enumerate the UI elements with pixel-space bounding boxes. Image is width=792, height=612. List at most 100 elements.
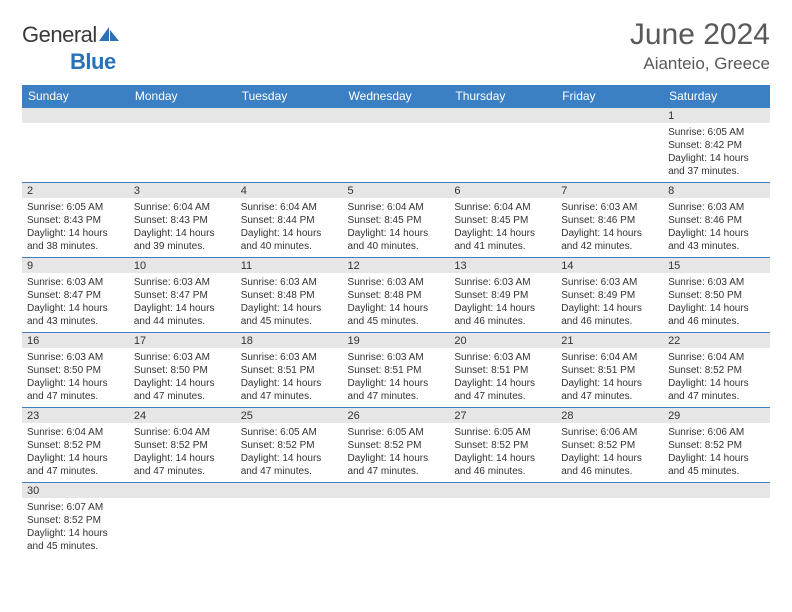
title-block: June 2024 Aianteio, Greece (630, 18, 770, 74)
daylight-text: and 46 minutes. (454, 315, 551, 328)
sunset-text: Sunset: 8:47 PM (134, 289, 231, 302)
day-number: 24 (129, 408, 236, 424)
day-number (663, 483, 770, 499)
daylight-text: and 41 minutes. (454, 240, 551, 253)
daylight-text: and 44 minutes. (134, 315, 231, 328)
day-cell: Sunrise: 6:03 AMSunset: 8:50 PMDaylight:… (22, 348, 129, 408)
daylight-text: Daylight: 14 hours (454, 302, 551, 315)
daylight-text: Daylight: 14 hours (348, 227, 445, 240)
day-cell: Sunrise: 6:04 AMSunset: 8:45 PMDaylight:… (343, 198, 450, 258)
sunrise-text: Sunrise: 6:04 AM (134, 426, 231, 439)
daylight-text: Daylight: 14 hours (134, 302, 231, 315)
day-cell (556, 123, 663, 183)
sunrise-text: Sunrise: 6:05 AM (241, 426, 338, 439)
day-number: 26 (343, 408, 450, 424)
daylight-text: Daylight: 14 hours (668, 452, 765, 465)
daylight-text: Daylight: 14 hours (241, 452, 338, 465)
day-number: 27 (449, 408, 556, 424)
sunset-text: Sunset: 8:49 PM (454, 289, 551, 302)
daylight-text: Daylight: 14 hours (561, 227, 658, 240)
sunset-text: Sunset: 8:48 PM (241, 289, 338, 302)
day-number: 17 (129, 333, 236, 349)
logo-sail-icon (99, 23, 121, 49)
day-cell (449, 123, 556, 183)
sunset-text: Sunset: 8:52 PM (668, 364, 765, 377)
day-cell: Sunrise: 6:07 AMSunset: 8:52 PMDaylight:… (22, 498, 129, 557)
sunrise-text: Sunrise: 6:04 AM (668, 351, 765, 364)
day-number: 16 (22, 333, 129, 349)
daylight-text: and 46 minutes. (561, 465, 658, 478)
sunset-text: Sunset: 8:44 PM (241, 214, 338, 227)
sunrise-text: Sunrise: 6:03 AM (241, 351, 338, 364)
day-cell: Sunrise: 6:03 AMSunset: 8:46 PMDaylight:… (556, 198, 663, 258)
daylight-text: Daylight: 14 hours (668, 377, 765, 390)
day-number (449, 483, 556, 499)
daynum-row: 30 (22, 483, 770, 499)
logo-first: General (22, 22, 97, 47)
daylight-text: Daylight: 14 hours (241, 377, 338, 390)
sunset-text: Sunset: 8:46 PM (561, 214, 658, 227)
day-number: 19 (343, 333, 450, 349)
dayhead-sat: Saturday (663, 85, 770, 108)
sunset-text: Sunset: 8:43 PM (134, 214, 231, 227)
sunset-text: Sunset: 8:52 PM (134, 439, 231, 452)
day-number: 29 (663, 408, 770, 424)
daylight-text: and 39 minutes. (134, 240, 231, 253)
day-number (129, 483, 236, 499)
daylight-text: Daylight: 14 hours (668, 302, 765, 315)
day-cell (236, 123, 343, 183)
day-cell (556, 498, 663, 557)
daylight-text: and 42 minutes. (561, 240, 658, 253)
sunrise-text: Sunrise: 6:03 AM (454, 351, 551, 364)
daylight-text: Daylight: 14 hours (27, 302, 124, 315)
daylight-text: Daylight: 14 hours (348, 452, 445, 465)
sunrise-text: Sunrise: 6:04 AM (241, 201, 338, 214)
sunrise-text: Sunrise: 6:03 AM (454, 276, 551, 289)
sunset-text: Sunset: 8:51 PM (454, 364, 551, 377)
day-number (343, 108, 450, 124)
sunset-text: Sunset: 8:45 PM (454, 214, 551, 227)
day-cell: Sunrise: 6:04 AMSunset: 8:43 PMDaylight:… (129, 198, 236, 258)
daylight-text: Daylight: 14 hours (348, 377, 445, 390)
sunset-text: Sunset: 8:51 PM (561, 364, 658, 377)
daylight-text: Daylight: 14 hours (27, 452, 124, 465)
dayhead-mon: Monday (129, 85, 236, 108)
day-cell: Sunrise: 6:03 AMSunset: 8:50 PMDaylight:… (129, 348, 236, 408)
day-number: 18 (236, 333, 343, 349)
sunrise-text: Sunrise: 6:03 AM (134, 351, 231, 364)
week-row: Sunrise: 6:03 AMSunset: 8:50 PMDaylight:… (22, 348, 770, 408)
daylight-text: and 45 minutes. (27, 540, 124, 553)
day-number (236, 483, 343, 499)
day-cell: Sunrise: 6:03 AMSunset: 8:49 PMDaylight:… (449, 273, 556, 333)
day-number: 13 (449, 258, 556, 274)
sunrise-text: Sunrise: 6:03 AM (561, 276, 658, 289)
daylight-text: Daylight: 14 hours (134, 377, 231, 390)
daynum-row: 23242526272829 (22, 408, 770, 424)
day-number: 12 (343, 258, 450, 274)
day-cell: Sunrise: 6:04 AMSunset: 8:52 PMDaylight:… (22, 423, 129, 483)
day-number: 3 (129, 183, 236, 199)
day-cell: Sunrise: 6:03 AMSunset: 8:48 PMDaylight:… (343, 273, 450, 333)
sunrise-text: Sunrise: 6:04 AM (561, 351, 658, 364)
day-cell: Sunrise: 6:03 AMSunset: 8:50 PMDaylight:… (663, 273, 770, 333)
daynum-row: 2345678 (22, 183, 770, 199)
day-cell: Sunrise: 6:03 AMSunset: 8:46 PMDaylight:… (663, 198, 770, 258)
day-number: 25 (236, 408, 343, 424)
daylight-text: Daylight: 14 hours (454, 377, 551, 390)
daylight-text: Daylight: 14 hours (241, 227, 338, 240)
day-number: 11 (236, 258, 343, 274)
day-cell: Sunrise: 6:04 AMSunset: 8:52 PMDaylight:… (663, 348, 770, 408)
sunrise-text: Sunrise: 6:03 AM (668, 276, 765, 289)
day-cell: Sunrise: 6:03 AMSunset: 8:47 PMDaylight:… (129, 273, 236, 333)
daylight-text: and 45 minutes. (668, 465, 765, 478)
day-number: 23 (22, 408, 129, 424)
daylight-text: and 38 minutes. (27, 240, 124, 253)
calendar-table: Sunday Monday Tuesday Wednesday Thursday… (22, 85, 770, 557)
day-cell (449, 498, 556, 557)
day-cell: Sunrise: 6:05 AMSunset: 8:52 PMDaylight:… (449, 423, 556, 483)
sunrise-text: Sunrise: 6:06 AM (668, 426, 765, 439)
daylight-text: and 47 minutes. (454, 390, 551, 403)
day-cell: Sunrise: 6:04 AMSunset: 8:52 PMDaylight:… (129, 423, 236, 483)
daylight-text: Daylight: 14 hours (454, 452, 551, 465)
dayhead-fri: Friday (556, 85, 663, 108)
